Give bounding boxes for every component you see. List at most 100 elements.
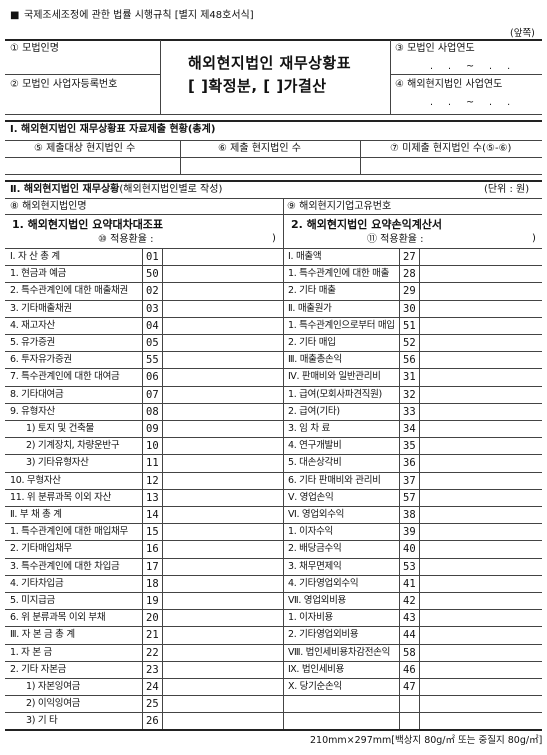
row-line bbox=[5, 282, 542, 284]
row-line bbox=[5, 609, 542, 611]
sub-fy-date[interactable]: . . ~ . . bbox=[430, 97, 517, 108]
is-value-divider bbox=[419, 248, 420, 730]
is-row-label: 1. 이자수익 bbox=[288, 526, 333, 538]
divider bbox=[5, 198, 542, 199]
is-row-code: 37 bbox=[403, 474, 416, 487]
bs-row-code: 23 bbox=[146, 663, 159, 676]
bs-value-divider bbox=[162, 248, 163, 730]
is-row-code: 40 bbox=[403, 543, 416, 556]
section2-top bbox=[5, 180, 542, 182]
bs-row-code: 17 bbox=[146, 560, 159, 573]
is-code-divider bbox=[399, 248, 400, 730]
bs-row-label: 4. 재고자산 bbox=[10, 319, 55, 331]
row-line bbox=[5, 592, 542, 593]
row-line bbox=[5, 420, 542, 421]
row-line bbox=[5, 316, 542, 318]
bs-row-label: 2) 기계장치, 차량운반구 bbox=[26, 440, 120, 452]
parent-fy-field[interactable]: ③ 모법인 사업연도 bbox=[395, 43, 475, 54]
is-row-label: 2. 기타 매입 bbox=[288, 337, 336, 348]
parent-fy-date[interactable]: . . ~ . . bbox=[430, 61, 517, 72]
sub-code-field[interactable]: ⑨ 해외현지기업고유번호 bbox=[287, 201, 392, 212]
row-line bbox=[5, 299, 542, 301]
bs-row-label: 3. 특수관계인에 대한 차입금 bbox=[10, 560, 120, 572]
is-row-code: 29 bbox=[403, 285, 416, 298]
divider bbox=[5, 114, 542, 115]
row-line bbox=[5, 557, 542, 559]
bs-rate[interactable]: ⑩ 적용환율 : bbox=[98, 234, 154, 245]
bs-row-label: 2) 이익잉여금 bbox=[26, 698, 81, 710]
divider bbox=[390, 40, 391, 114]
bs-row-code: 11 bbox=[146, 457, 159, 470]
row-line bbox=[5, 368, 542, 370]
grid-top-line bbox=[5, 248, 542, 249]
is-row-code: 27 bbox=[403, 251, 416, 263]
is-row-label: 1. 이자비용 bbox=[288, 612, 333, 624]
row-line bbox=[5, 351, 542, 353]
parent-biz-no-field[interactable]: ② 모법인 사업자등록번호 bbox=[10, 79, 118, 90]
is-row-code: 46 bbox=[403, 663, 416, 676]
bs-row-label: 10. 무형자산 bbox=[10, 474, 61, 486]
divider bbox=[160, 40, 161, 114]
is-rate[interactable]: ⑪ 적용환율 : bbox=[367, 234, 424, 245]
is-row-label: 4. 연구개발비 bbox=[288, 440, 342, 452]
bs-row-code: 13 bbox=[146, 491, 159, 504]
form-square-mark: ■ bbox=[10, 10, 20, 21]
sub-name-field[interactable]: ⑧ 해외현지법인명 bbox=[10, 201, 87, 212]
is-row-label: 5. 대손상각비 bbox=[288, 457, 342, 469]
is-row-code: 41 bbox=[403, 577, 416, 590]
is-title: 2. 해외현지법인 요약손익계산서 bbox=[291, 218, 443, 231]
bs-row-code: 25 bbox=[146, 698, 159, 711]
col-unsubmitted-count: ⑦ 미제출 현지법인 수(⑤-⑥) bbox=[390, 143, 512, 154]
bs-row-label: 2. 특수관계인에 대한 매출채권 bbox=[10, 285, 128, 297]
bottom-border bbox=[5, 729, 542, 731]
row-line bbox=[5, 437, 542, 439]
is-row-label: 6. 기타 판매비와 관리비 bbox=[288, 474, 381, 486]
bs-row-code: 02 bbox=[146, 285, 159, 298]
bs-row-label: 1. 특수관계인에 대한 매입채무 bbox=[10, 526, 128, 538]
section2-title-main: Ⅱ. 해외현지법인 재무상황 bbox=[10, 184, 120, 195]
bs-row-code: 16 bbox=[146, 543, 159, 556]
bs-row-code: 24 bbox=[146, 681, 159, 693]
bs-code-divider bbox=[142, 248, 143, 730]
parent-name-field[interactable]: ① 모법인명 bbox=[10, 43, 59, 54]
form-subtitle-checkbox[interactable]: [ ]확정분, [ ]가결산 bbox=[188, 77, 327, 95]
paper-spec: 210mm×297mm[백상지 80g/㎡ 또는 중질지 80g/㎡] bbox=[310, 735, 543, 746]
bs-row-label: 3) 기타유형자산 bbox=[26, 457, 89, 469]
is-row-code: 44 bbox=[403, 629, 416, 642]
bs-row-label: 5. 유가증권 bbox=[10, 337, 55, 348]
is-row-label: Ⅰ. 매출액 bbox=[288, 251, 322, 262]
bs-row-label: Ⅱ. 부 채 총 계 bbox=[10, 509, 62, 520]
is-row-code: 52 bbox=[403, 337, 416, 349]
is-row-code: 56 bbox=[403, 354, 416, 367]
bs-row-code: 19 bbox=[146, 595, 159, 607]
is-row-label: 1. 특수관계인에 대한 매출 bbox=[288, 268, 390, 280]
bs-rate-paren: ) bbox=[272, 233, 276, 244]
sub-fy-field[interactable]: ④ 해외현지법인 사업연도 bbox=[395, 79, 503, 90]
is-row-code: 38 bbox=[403, 509, 416, 521]
is-row-code: 34 bbox=[403, 423, 416, 435]
bs-title: 1. 해외현지법인 요약대차대조표 bbox=[12, 218, 164, 231]
is-row-label: 3. 임 차 료 bbox=[288, 423, 330, 434]
is-row-code: 58 bbox=[403, 646, 416, 659]
row-line bbox=[5, 265, 542, 267]
center-divider bbox=[283, 198, 284, 729]
bs-row-code: 05 bbox=[146, 337, 159, 349]
is-row-code: 53 bbox=[403, 560, 416, 573]
section1-top bbox=[5, 120, 542, 122]
bs-row-code: 09 bbox=[146, 423, 159, 435]
row-line bbox=[5, 506, 542, 507]
is-row-code: 47 bbox=[403, 681, 416, 693]
row-line bbox=[5, 540, 542, 542]
is-row-label: Ⅱ. 매출원가 bbox=[288, 302, 332, 314]
bs-row-code: 12 bbox=[146, 474, 159, 487]
bs-row-code: 08 bbox=[146, 405, 159, 418]
bs-row-code: 01 bbox=[146, 251, 159, 263]
bs-row-code: 14 bbox=[146, 509, 159, 521]
bs-row-label: 6. 투자유가증권 bbox=[10, 354, 72, 366]
is-row-label: 2. 급여(기타) bbox=[288, 405, 340, 417]
bs-row-code: 10 bbox=[146, 440, 159, 453]
bs-row-label: Ⅲ. 자 본 금 총 계 bbox=[10, 629, 75, 641]
divider bbox=[5, 140, 542, 141]
bs-row-code: 04 bbox=[146, 319, 159, 332]
bs-row-label: 1) 자본잉여금 bbox=[26, 681, 81, 692]
